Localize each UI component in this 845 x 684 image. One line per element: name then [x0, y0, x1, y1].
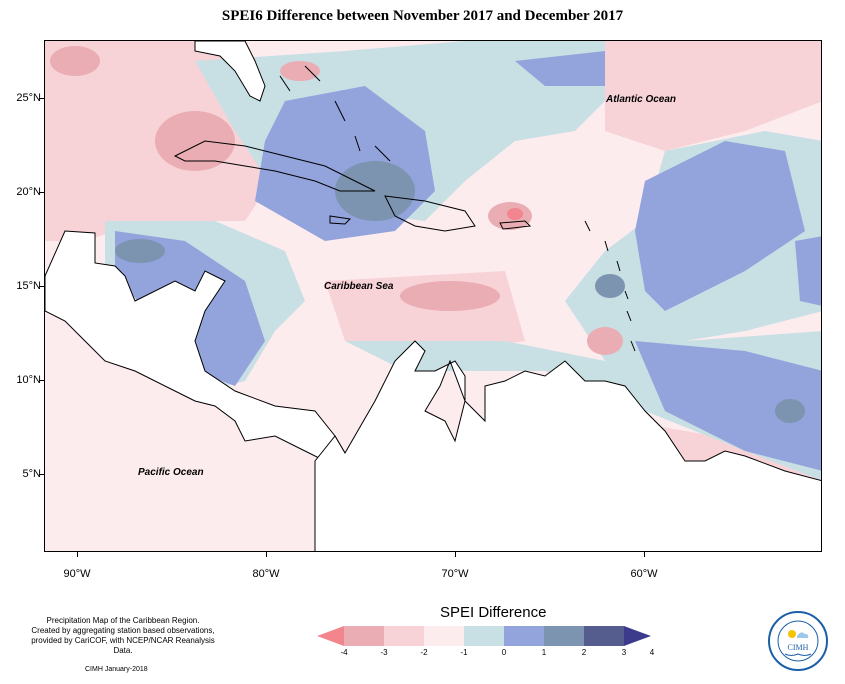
legend-tick: -4: [340, 648, 348, 657]
anomaly-region: [115, 239, 165, 263]
lat-label-25: 25°N: [16, 92, 41, 104]
legend-tick: 1: [541, 648, 547, 657]
land-hispaniola: [384, 195, 476, 232]
lat-label-10: 10°N: [16, 374, 41, 386]
legend-tick: -3: [380, 648, 388, 657]
anomaly-region: [400, 281, 500, 311]
description-line: provided by CariCOF, with NCEP/NCAR Rean…: [31, 636, 215, 655]
anomaly-region: [50, 46, 100, 76]
legend-arrow-low: [317, 626, 344, 646]
legend-swatch: [464, 626, 504, 646]
land-bahamas: [279, 65, 391, 162]
lon-label-60: 60°W: [630, 568, 658, 580]
legend-swatch: [544, 626, 584, 646]
lon-tick: [644, 552, 645, 557]
legend-tick: 2: [581, 648, 587, 657]
lat-tick: [39, 286, 44, 287]
lon-tick: [455, 552, 456, 557]
legend-tick: -2: [420, 648, 428, 657]
lat-label-5: 5°N: [22, 468, 41, 480]
legend-arrow-high: [624, 626, 651, 646]
description-line: Created by aggregating station based obs…: [31, 626, 215, 635]
svg-text:CIMH: CIMH: [788, 643, 809, 652]
land-florida: [194, 41, 266, 102]
legend-swatch: [344, 626, 384, 646]
caribbean-sea-label: Caribbean Sea: [324, 281, 394, 292]
lat-tick: [39, 192, 44, 193]
legend-tick: 4: [649, 648, 655, 657]
land-cuba: [173, 140, 376, 192]
lon-label-80: 80°W: [252, 568, 280, 580]
anomaly-region: [795, 236, 821, 306]
legend-colorbar: [317, 626, 651, 646]
anomaly-region: [605, 41, 821, 151]
lat-tick: [39, 474, 44, 475]
legend-swatch: [424, 626, 464, 646]
lat-tick: [39, 380, 44, 381]
anomaly-region: [635, 341, 821, 471]
anomaly-region: [635, 141, 805, 311]
pacific-ocean-label: Pacific Ocean: [138, 467, 204, 478]
land-central-america: [45, 230, 346, 462]
map-panel[interactable]: [44, 40, 822, 552]
credit-text: CIMH January-2018: [85, 666, 148, 673]
legend-tick: -1: [460, 648, 468, 657]
legend-swatch: [504, 626, 544, 646]
land-jamaica: [329, 215, 352, 225]
cimh-logo-icon: CIMH: [768, 611, 828, 671]
lat-label-15: 15°N: [16, 280, 41, 292]
lat-tick: [39, 98, 44, 99]
lon-tick: [77, 552, 78, 557]
anomaly-region: [280, 61, 320, 81]
lon-label-70: 70°W: [441, 568, 469, 580]
legend-title: SPEI Difference: [440, 604, 547, 621]
legend-tick: 0: [501, 648, 507, 657]
anomaly-region: [507, 208, 523, 220]
land-south-america: [314, 340, 821, 551]
map-description: Precipitation Map of the Caribbean Regio…: [28, 616, 218, 656]
anomaly-region: [587, 327, 623, 355]
anomaly-region: [515, 51, 605, 86]
legend-swatch: [384, 626, 424, 646]
map-title: SPEI6 Difference between November 2017 a…: [221, 8, 624, 24]
legend-swatch: [584, 626, 624, 646]
land-lesser-antilles: [584, 220, 636, 352]
anomaly-region: [595, 274, 625, 298]
description-line: Precipitation Map of the Caribbean Regio…: [46, 616, 200, 625]
map-canvas: [45, 41, 821, 551]
atlantic-ocean-label: Atlantic Ocean: [606, 94, 677, 105]
lon-tick: [266, 552, 267, 557]
land-puerto-rico: [499, 220, 532, 230]
lat-label-20: 20°N: [16, 186, 41, 198]
legend-tick: 3: [621, 648, 627, 657]
anomaly-region: [775, 399, 805, 423]
lon-label-90: 90°W: [63, 568, 91, 580]
